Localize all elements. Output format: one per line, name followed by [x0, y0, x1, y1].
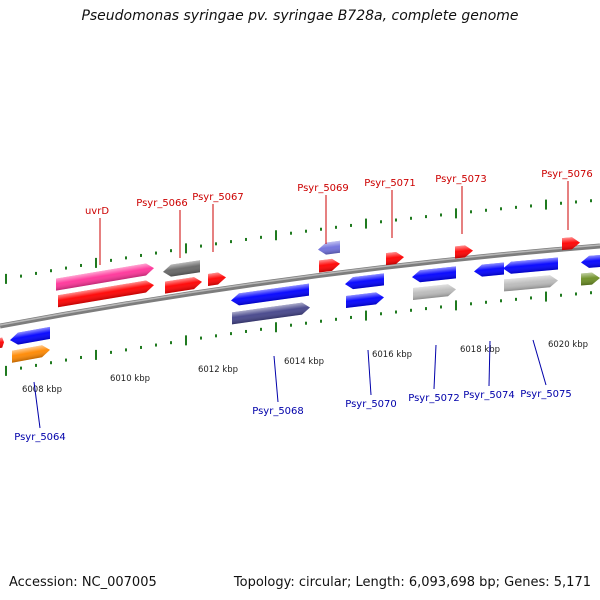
ruler-label: 6014 kbp: [284, 357, 324, 367]
gene-label-Psyr_5066[interactable]: Psyr_5066: [136, 198, 188, 209]
gene-arrow-Psyr_5074[interactable]: [474, 262, 504, 277]
gene-arrow-Psyr_5066-b[interactable]: [165, 276, 202, 294]
gene-arrow-Psyr_5068-a[interactable]: [231, 283, 309, 307]
leader-line: [433, 344, 437, 390]
ruler-label: 6018 kbp: [460, 345, 500, 355]
ruler-label: 6016 kbp: [372, 350, 412, 360]
topology-text: Topology: circular; Length: 6,093,698 bp…: [233, 575, 591, 590]
gene-arrow-uvrD-b[interactable]: [58, 279, 154, 308]
gene-arrow-right-a[interactable]: [581, 254, 600, 269]
genome-backbone: [0, 243, 600, 329]
gene-arrow-uvrD-a[interactable]: [56, 262, 154, 291]
gene-arrow-edge[interactable]: [0, 337, 4, 348]
genome-title: Pseudomonas syringae pv. syringae B728a,…: [81, 8, 519, 24]
gene-label-Psyr_5070[interactable]: Psyr_5070: [345, 399, 397, 410]
gene-label-uvrD[interactable]: uvrD: [85, 206, 109, 217]
gene-arrow-Psyr_5075-b[interactable]: [504, 274, 558, 292]
gene-arrow-Psyr_5075-a[interactable]: [503, 257, 558, 274]
gene-arrow-Psyr_5076[interactable]: [562, 237, 580, 251]
gene-arrow-Psyr_5072-a[interactable]: [412, 266, 456, 283]
ruler-label: 6008 kbp: [22, 385, 62, 395]
gene-arrow-Psyr_5070-b[interactable]: [346, 291, 384, 309]
leader-line: [488, 340, 491, 387]
gene-arrow-Psyr_5068-b[interactable]: [232, 302, 310, 325]
gene-arrow-right-b[interactable]: [581, 272, 600, 286]
gene-label-Psyr_5074[interactable]: Psyr_5074: [463, 390, 515, 401]
ruler-label: 6012 kbp: [198, 365, 238, 375]
gene-arrow-Psyr_5073[interactable]: [455, 245, 473, 259]
gene-label-Psyr_5064[interactable]: Psyr_5064: [14, 432, 66, 443]
gene-arrow-Psyr_5064-b[interactable]: [12, 344, 50, 363]
gene-label-Psyr_5067[interactable]: Psyr_5067: [192, 192, 244, 203]
gene-label-Psyr_5071[interactable]: Psyr_5071: [364, 178, 416, 189]
gene-arrow-Psyr_5071[interactable]: [386, 251, 404, 266]
leader-line: [532, 339, 547, 386]
gene-label-Psyr_5068[interactable]: Psyr_5068: [252, 406, 304, 417]
gene-arrow-Psyr_5069-b[interactable]: [319, 258, 340, 273]
gene-label-Psyr_5069[interactable]: Psyr_5069: [297, 183, 349, 194]
accession-text: Accession: NC_007005: [9, 575, 157, 590]
gene-arrow-Psyr_5064-a[interactable]: [10, 326, 50, 346]
gene-arrow-Psyr_5072-b[interactable]: [413, 283, 456, 301]
gene-label-Psyr_5073[interactable]: Psyr_5073: [435, 174, 487, 185]
ruler-label: 6020 kbp: [548, 340, 588, 350]
gene-label-Psyr_5072[interactable]: Psyr_5072: [408, 393, 460, 404]
gene-label-Psyr_5075[interactable]: Psyr_5075: [520, 389, 572, 400]
gene-arrow-Psyr_5069-a[interactable]: [318, 240, 340, 256]
leader-line: [273, 355, 279, 403]
leader-line: [367, 349, 372, 396]
gene-arrow-Psyr_5067[interactable]: [208, 271, 226, 287]
gene-arrow-Psyr_5070-a[interactable]: [345, 273, 384, 290]
gene-label-Psyr_5076[interactable]: Psyr_5076: [541, 169, 593, 180]
leader-line: [33, 381, 41, 429]
gene-arrow-Psyr_5066-a[interactable]: [163, 260, 200, 278]
ruler-label: 6010 kbp: [110, 374, 150, 384]
